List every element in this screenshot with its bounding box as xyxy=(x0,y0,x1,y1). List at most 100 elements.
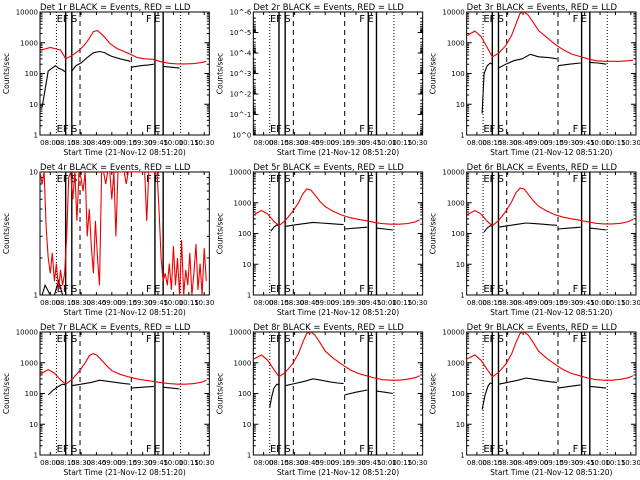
marker-label-bottom: E xyxy=(581,284,587,295)
x-tick-label: 10:00 xyxy=(590,139,610,147)
y-tick-label: 1 xyxy=(460,292,464,300)
marker-label-bottom: F xyxy=(489,124,495,135)
x-tick-label: 09:30 xyxy=(346,139,366,147)
marker-label-top: E xyxy=(581,334,587,345)
y-tick-label: 10 xyxy=(456,261,465,269)
marker-label-top: E xyxy=(57,334,63,345)
x-tick-label: 09:00 xyxy=(315,459,335,467)
x-tick-label: 09:00 xyxy=(528,299,548,307)
marker-label-top: F xyxy=(276,174,282,185)
marker-label-top: E xyxy=(581,14,587,25)
x-tick-label: 10:15 xyxy=(179,299,199,307)
series-events-line xyxy=(285,221,344,227)
series-events-line xyxy=(284,378,344,387)
y-tick-label: 1000 xyxy=(234,359,252,367)
x-tick-label: 08:15 xyxy=(56,459,76,467)
y-tick-label: 1 xyxy=(460,132,464,140)
marker-label-bottom: E xyxy=(154,284,160,295)
series-events-line xyxy=(481,382,493,410)
x-tick-label: 10:30 xyxy=(621,459,640,467)
x-tick-label: 09:15 xyxy=(330,139,350,147)
y-tick-label: 100 xyxy=(238,390,251,398)
x-tick-label: 08:00 xyxy=(467,139,487,147)
panel-det-2: Det 2r BLACK = Events, RED = LLD08:0008:… xyxy=(215,3,427,157)
x-tick-label: 09:45 xyxy=(148,299,168,307)
marker-label-top: S xyxy=(498,334,504,345)
marker-label-top: E xyxy=(581,174,587,185)
marker-label-bottom: S xyxy=(284,124,290,135)
x-tick-label: 08:30 xyxy=(71,139,91,147)
x-tick-label: 08:15 xyxy=(269,139,289,147)
y-axis-label: Counts/sec xyxy=(215,213,224,254)
series-lld-line xyxy=(466,187,634,227)
marker-label-bottom: E xyxy=(154,444,160,455)
x-tick-label: 08:30 xyxy=(71,299,91,307)
marker-label-top: E xyxy=(154,14,160,25)
marker-label-bottom: S xyxy=(71,444,77,455)
x-tick-label: 09:30 xyxy=(346,459,366,467)
x-tick-label: 10:15 xyxy=(392,139,412,147)
series-events-line xyxy=(589,227,607,231)
x-tick-label: 08:00 xyxy=(467,459,487,467)
x-tick-label: 10:30 xyxy=(194,139,214,147)
y-tick-label: 10 xyxy=(29,101,38,109)
y-tick-label: 1000 xyxy=(20,359,38,367)
marker-label-top: S xyxy=(71,334,77,345)
panel-det-3: Det 3r BLACK = Events, RED = LLD08:0008:… xyxy=(429,3,640,157)
x-tick-label: 08:00 xyxy=(253,139,273,147)
x-tick-label: 09:30 xyxy=(133,139,153,147)
marker-label-bottom: F xyxy=(573,124,579,135)
x-tick-label: 09:30 xyxy=(559,459,579,467)
x-tick-label: 09:00 xyxy=(528,459,548,467)
x-tick-label: 08:00 xyxy=(253,459,273,467)
y-tick-label: 10 xyxy=(242,261,251,269)
series-events-line xyxy=(71,50,131,72)
marker-label-bottom: S xyxy=(498,444,504,455)
marker-label-top: S xyxy=(284,174,290,185)
marker-label-top: E xyxy=(270,174,276,185)
y-tick-label: 10000 xyxy=(16,329,38,337)
x-tick-label: 09:30 xyxy=(346,299,366,307)
marker-label-bottom: S xyxy=(498,284,504,295)
x-tick-label: 08:15 xyxy=(56,299,76,307)
marker-label-bottom: F xyxy=(573,444,579,455)
series-lld-line xyxy=(466,12,633,62)
x-tick-label: 10:00 xyxy=(163,139,183,147)
x-tick-label: 10:15 xyxy=(605,459,625,467)
x-tick-label: 10:30 xyxy=(621,299,640,307)
panel-title: Det 7r BLACK = Events, RED = LLD xyxy=(40,323,191,333)
marker-label-top: F xyxy=(573,174,579,185)
marker-label-bottom: F xyxy=(63,444,69,455)
marker-label-top: E xyxy=(57,174,63,185)
marker-label-bottom: E xyxy=(483,444,489,455)
y-axis-label: Counts/sec xyxy=(429,373,438,414)
marker-label-top: E xyxy=(483,174,489,185)
x-tick-label: 09:15 xyxy=(544,139,564,147)
x-tick-label: 09:15 xyxy=(117,459,137,467)
panel-det-7: Det 7r BLACK = Events, RED = LLD08:0008:… xyxy=(2,323,214,477)
x-tick-label: 08:00 xyxy=(253,299,273,307)
y-tick-label: 10 xyxy=(242,421,251,429)
y-tick-label: 1000 xyxy=(447,199,465,207)
marker-label-bottom: E xyxy=(57,284,63,295)
series-lld-line xyxy=(253,332,420,381)
x-tick-label: 09:15 xyxy=(544,459,564,467)
series-events-line xyxy=(344,389,368,396)
marker-label-top: F xyxy=(489,174,495,185)
marker-label-top: E xyxy=(367,174,373,185)
x-tick-label: 10:30 xyxy=(407,299,427,307)
marker-label-bottom: S xyxy=(71,124,77,135)
marker-label-bottom: E xyxy=(270,284,276,295)
y-axis-label: Counts/sec xyxy=(2,53,11,94)
x-tick-label: 09:15 xyxy=(117,299,137,307)
x-axis-label: Start Time (21-Nov-12 08:51:20) xyxy=(64,468,186,477)
x-tick-label: 08:30 xyxy=(498,139,518,147)
x-tick-label: 10:00 xyxy=(590,299,610,307)
x-tick-label: 09:15 xyxy=(117,139,137,147)
marker-label-bottom: F xyxy=(359,124,365,135)
series-lld-line xyxy=(253,188,420,227)
x-tick-label: 08:30 xyxy=(284,299,304,307)
x-tick-label: 10:15 xyxy=(179,459,199,467)
marker-label-bottom: F xyxy=(63,124,69,135)
x-tick-label: 10:30 xyxy=(621,139,640,147)
